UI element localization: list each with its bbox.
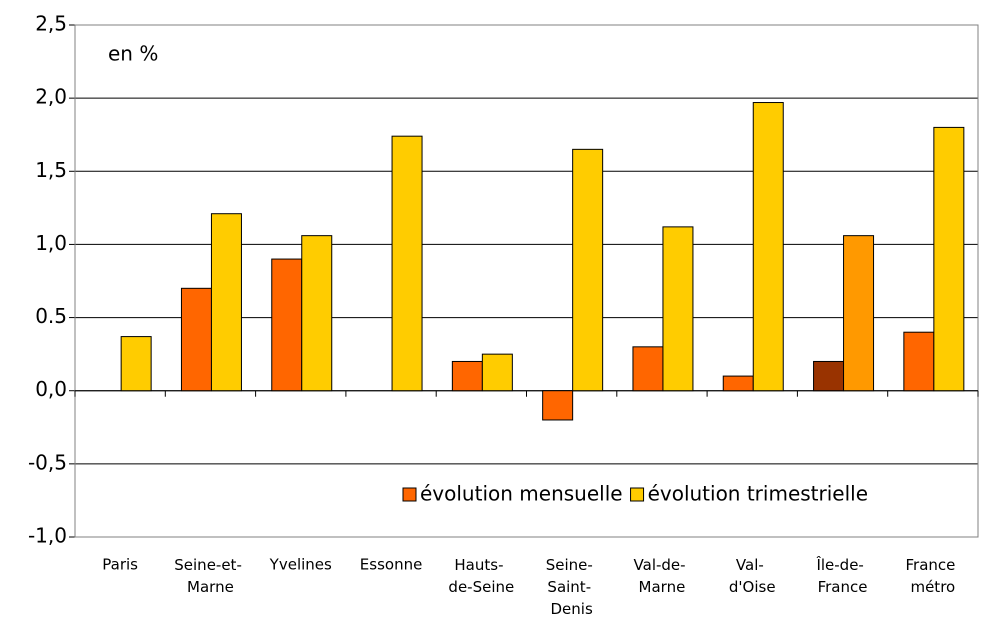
y-tick-label: 0,0 bbox=[35, 377, 67, 401]
bar bbox=[451, 360, 483, 392]
bar bbox=[391, 135, 423, 392]
bar bbox=[481, 353, 513, 392]
x-tick-label: Essonne bbox=[360, 556, 423, 574]
y-tick-label: 2,0 bbox=[35, 85, 67, 109]
bar bbox=[120, 336, 152, 392]
bar bbox=[271, 258, 303, 392]
bar bbox=[572, 148, 604, 392]
bar bbox=[933, 126, 965, 392]
annotation: en % bbox=[108, 42, 158, 66]
bar bbox=[632, 346, 664, 392]
bar bbox=[722, 375, 754, 392]
bar bbox=[542, 390, 574, 421]
x-tick-label: Seine-et- Marne bbox=[174, 556, 246, 596]
y-tick-label: 1,5 bbox=[35, 158, 67, 182]
bar bbox=[843, 235, 875, 392]
x-tick-label: Val- d'Oise bbox=[729, 556, 776, 596]
legend-label: évolution trimestrielle bbox=[648, 482, 868, 506]
y-tick-label: -1,0 bbox=[28, 524, 67, 548]
legend-label: évolution mensuelle bbox=[420, 482, 623, 506]
legend-swatch bbox=[630, 487, 645, 502]
bar bbox=[813, 360, 845, 392]
y-tick-label: 2,5 bbox=[35, 12, 67, 36]
x-tick-label: Paris bbox=[102, 556, 138, 574]
y-tick-label: 0.5 bbox=[35, 304, 67, 328]
x-tick-label: Île-de- France bbox=[815, 555, 868, 596]
bar bbox=[752, 102, 784, 392]
x-tick-label: Seine- Saint- Denis bbox=[546, 556, 598, 618]
bar bbox=[210, 213, 242, 392]
x-tick-label: Yvelines bbox=[269, 556, 332, 574]
y-tick-label: 1,0 bbox=[35, 231, 67, 255]
x-tick-label: France métro bbox=[906, 556, 961, 596]
y-tick-label: -0,5 bbox=[28, 450, 67, 474]
plot-border bbox=[74, 24, 979, 538]
bar bbox=[180, 287, 212, 392]
bar bbox=[662, 226, 694, 392]
bar bbox=[301, 235, 333, 392]
x-tick-label: Val-de- Marne bbox=[634, 556, 691, 596]
bar bbox=[903, 331, 935, 392]
x-tick-label: Hauts- de-Seine bbox=[448, 556, 514, 596]
legend-swatch bbox=[402, 487, 417, 502]
